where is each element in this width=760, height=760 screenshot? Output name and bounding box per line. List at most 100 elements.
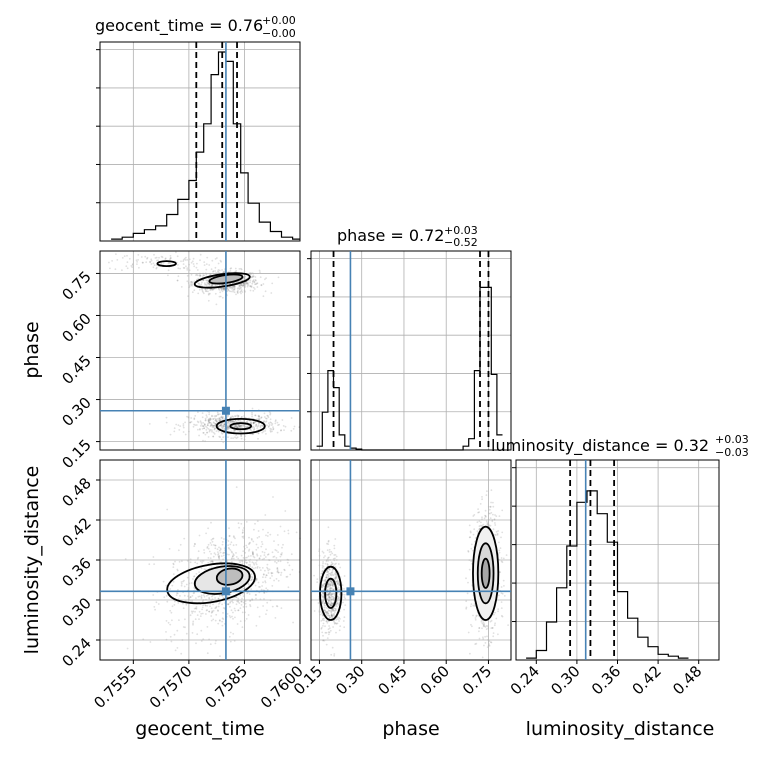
- scatter-point: [262, 576, 264, 579]
- scatter-point: [338, 596, 340, 599]
- scatter-point: [465, 577, 467, 580]
- scatter-point: [264, 290, 267, 293]
- scatter-point: [219, 417, 222, 420]
- scatter-point: [320, 594, 323, 597]
- scatter-point: [328, 591, 331, 594]
- ytick-label-phase: 0.30: [58, 394, 94, 430]
- scatter-point: [257, 432, 260, 435]
- scatter-point: [326, 563, 329, 565]
- scatter-point: [256, 282, 259, 284]
- scatter-point: [336, 622, 339, 625]
- scatter-point: [255, 279, 257, 282]
- scatter-point: [330, 604, 333, 607]
- scatter-point: [321, 602, 324, 605]
- scatter-point: [232, 285, 235, 288]
- scatter-point: [498, 551, 501, 554]
- scatter-point: [255, 597, 257, 600]
- scatter-point: [230, 286, 233, 289]
- scatter-point: [189, 596, 192, 598]
- scatter-point: [209, 292, 211, 295]
- scatter-point: [250, 537, 253, 540]
- scatter-point: [331, 584, 334, 587]
- scatter-point: [275, 557, 278, 559]
- scatter-point: [176, 647, 179, 649]
- scatter-point: [222, 416, 225, 418]
- scatter-point: [269, 429, 272, 432]
- xtick-label-geocent-time: 0.7570: [146, 662, 196, 712]
- scatter-point: [327, 612, 330, 615]
- scatter-point: [471, 625, 473, 628]
- scatter-point: [185, 603, 188, 606]
- scatter-point: [258, 586, 260, 588]
- scatter-point: [235, 486, 238, 488]
- scatter-point: [227, 436, 229, 438]
- scatter-point: [217, 413, 220, 415]
- scatter-point: [332, 609, 335, 612]
- scatter-point: [240, 284, 243, 287]
- scatter-point: [249, 281, 252, 284]
- scatter-point: [210, 285, 212, 287]
- scatter-point: [478, 637, 481, 640]
- scatter-point: [221, 284, 224, 286]
- scatter-point: [327, 628, 330, 631]
- xtick-label-phase: 0.75: [459, 662, 495, 698]
- scatter-point: [331, 615, 334, 618]
- scatter-point: [256, 286, 259, 288]
- scatter-point: [277, 579, 280, 582]
- contour-lower-inner: [229, 422, 253, 431]
- scatter-point: [326, 586, 329, 588]
- scatter-point: [176, 568, 179, 571]
- scatter-point: [326, 593, 329, 596]
- panel-geocent-time-hist: [99, 41, 301, 242]
- scatter-point: [182, 607, 185, 610]
- scatter-point: [221, 296, 224, 299]
- scatter-point: [328, 593, 330, 595]
- scatter-point: [237, 415, 240, 417]
- scatter-point: [201, 427, 204, 430]
- scatter-point: [229, 593, 232, 596]
- scatter-point: [236, 436, 239, 439]
- scatter-point: [196, 614, 199, 616]
- scatter-point: [255, 543, 258, 546]
- scatter-point: [246, 546, 249, 549]
- scatter-point: [247, 614, 250, 616]
- scatter-point: [244, 281, 247, 284]
- scatter-point: [177, 267, 180, 270]
- scatter-point: [219, 419, 221, 421]
- scatter-point: [237, 601, 240, 603]
- scatter-point: [153, 606, 156, 608]
- scatter-point: [140, 256, 143, 258]
- scatter-point: [269, 412, 272, 415]
- scatter-point: [338, 584, 341, 586]
- scatter-point: [227, 414, 229, 417]
- scatter-point: [324, 631, 327, 634]
- scatter-point: [200, 597, 203, 600]
- scatter-point: [155, 266, 158, 269]
- scatter-point: [211, 284, 214, 287]
- scatter-point: [222, 597, 225, 599]
- scatter-point: [250, 578, 253, 581]
- scatter-point: [201, 289, 204, 292]
- scatter-point: [244, 602, 247, 605]
- scatter-point: [219, 423, 222, 426]
- scatter-point: [327, 576, 330, 578]
- scatter-point: [233, 287, 236, 290]
- scatter-point: [327, 540, 330, 543]
- scatter-point: [192, 257, 195, 260]
- scatter-point: [219, 655, 221, 657]
- scatter-point: [209, 605, 211, 608]
- scatter-point: [212, 418, 215, 420]
- scatter-point: [256, 565, 259, 568]
- title-phase-sub: −0.52: [444, 236, 478, 249]
- scatter-point: [341, 584, 344, 586]
- scatter-point: [241, 291, 244, 293]
- scatter-point: [241, 561, 244, 563]
- scatter-point: [251, 275, 254, 277]
- scatter-point: [229, 602, 231, 604]
- scatter-point: [155, 267, 158, 270]
- scatter-point: [192, 263, 195, 265]
- scatter-point: [489, 505, 492, 508]
- scatter-point: [219, 419, 222, 422]
- scatter-point: [209, 425, 212, 427]
- scatter-point: [226, 426, 229, 428]
